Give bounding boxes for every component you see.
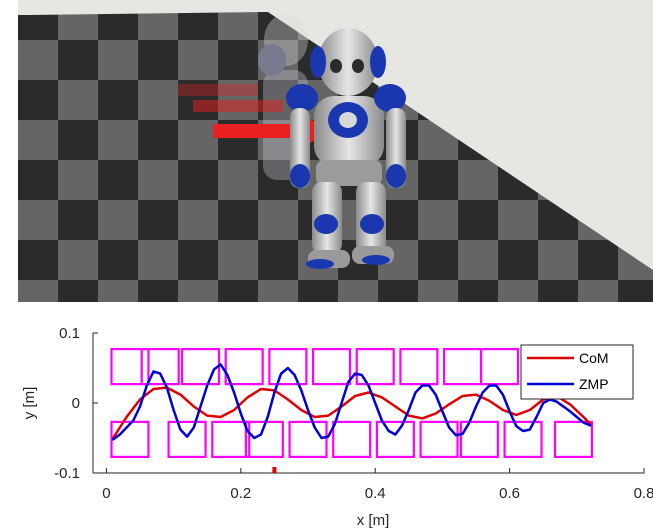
- legend-label-com: CoM: [579, 350, 609, 366]
- footprint-upper-6: [355, 347, 395, 386]
- robot-simulation-scene: [18, 0, 653, 302]
- footprint-lower-6: [375, 420, 415, 459]
- footprint-lower-2: [211, 420, 251, 459]
- footprint-upper-0: [110, 347, 150, 386]
- x-tick-label-2: 0.4: [365, 485, 386, 502]
- x-axis-label: x [m]: [357, 512, 390, 529]
- legend-label-zmp: ZMP: [579, 376, 609, 392]
- footprint-lower-3: [244, 420, 284, 459]
- y-tick-label-2: 0.1: [59, 325, 80, 342]
- footprint-lower-4: [288, 420, 328, 459]
- series-line-com: [111, 386, 592, 440]
- footprints-layer: [110, 347, 594, 459]
- footprint-upper-3: [224, 347, 264, 386]
- footprint-lower-8: [459, 420, 499, 459]
- footprint-upper-7: [399, 347, 439, 386]
- push-marker: [272, 467, 277, 473]
- x-tick-label-0: 0: [102, 485, 110, 502]
- footprint-lower-7: [419, 420, 459, 459]
- footprint-lower-5: [332, 420, 372, 459]
- com-zmp-chart: 0 0.2 0.4 0.6 0.8 -0.1 0 0.1 x [m] y [m] CoM ZM…: [21, 325, 653, 529]
- y-axis-label: y [m]: [21, 387, 38, 420]
- humanoid-robot-icon: [286, 28, 406, 269]
- footprint-upper-8: [442, 347, 483, 386]
- y-tick-label-1: 0: [72, 395, 80, 412]
- footprint-upper-4: [268, 347, 308, 386]
- footprint-lower-1: [167, 420, 207, 459]
- footprint-lower-0: [110, 420, 150, 459]
- footprint-upper-9: [479, 347, 520, 386]
- footprint-upper-2: [180, 347, 221, 386]
- footprint-lower-10: [553, 420, 594, 459]
- x-tick-label-1: 0.2: [230, 485, 251, 502]
- legend-box: [520, 344, 634, 400]
- footprint-upper-5: [311, 347, 352, 386]
- x-tick-label-4: 0.8: [634, 485, 653, 502]
- footprint-lower-9: [503, 420, 543, 459]
- series-layer: [111, 363, 592, 441]
- y-tick-label-0: -0.1: [54, 465, 80, 482]
- x-tick-label-3: 0.6: [499, 485, 520, 502]
- series-line-zmp: [111, 363, 592, 441]
- chart-legend: CoM ZMP: [520, 344, 634, 400]
- axes-layer: 0 0.2 0.4 0.6 0.8 -0.1 0 0.1: [54, 325, 653, 502]
- footprint-upper-1: [140, 347, 180, 386]
